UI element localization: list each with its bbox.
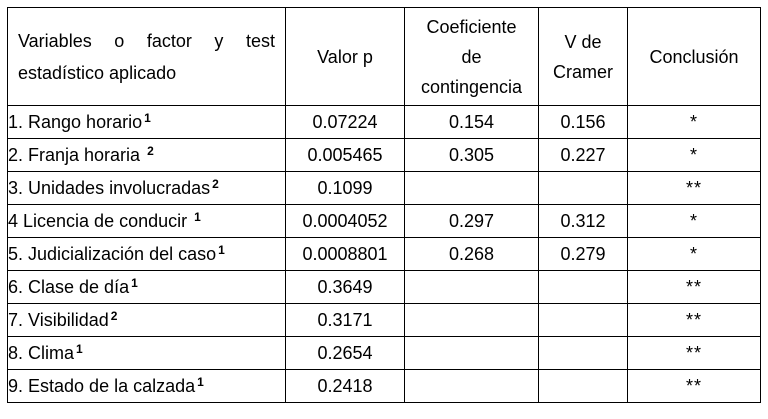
cell-contingency [404,171,539,205]
cell-contingency: 0.268 [404,237,539,271]
variable-label: 8. Clima [8,342,75,363]
header-variable: Variables o factor y test estadístico ap… [7,7,286,106]
cell-cramer: 0.156 [538,105,628,139]
footnote-marker: 2 [110,308,118,323]
cell-variable: 4 Licencia de conducir 1 [7,204,286,238]
cell-conclusion: ** [627,336,761,370]
header-row: Variables o factor y test estadístico ap… [7,7,761,106]
cell-contingency [404,270,539,304]
table-row: 8. Clima 1 0.2654 ** [7,336,761,370]
cell-cramer: 0.279 [538,237,628,271]
variable-label: 3. Unidades involucradas [8,177,211,198]
header-variable-line1: Variables o factor y test [18,30,275,51]
header-conclusion-label: Conclusión [649,46,739,67]
header-contingency-line3: contingencia [420,76,523,97]
cell-conclusion: ** [627,171,761,205]
header-p-value: Valor p [285,7,405,106]
cell-conclusion: ** [627,303,761,337]
cell-p-value: 0.2418 [285,369,405,403]
cell-contingency: 0.154 [404,105,539,139]
variable-label: 2. Franja horaria [8,144,146,165]
cell-cramer: 0.312 [538,204,628,238]
cell-contingency [404,369,539,403]
header-cramer-line2: Cramer [552,61,613,82]
cell-cramer [538,270,628,304]
variable-label: 9. Estado de la calzada [8,375,196,396]
variable-label: 1. Rango horario [8,111,143,132]
table-row: 4 Licencia de conducir 1 0.0004052 0.297 0.… [7,204,761,238]
statistics-table: Variables o factor y test estadístico ap… [7,7,761,403]
footnote-marker: 2 [147,143,154,158]
cell-conclusion: ** [627,270,761,304]
cell-variable: 9. Estado de la calzada 1 [7,369,286,403]
table-row: 7. Visibilidad 2 0.3171 ** [7,303,761,337]
cell-variable: 6. Clase de día 1 [7,270,286,304]
cell-contingency [404,336,539,370]
header-variable-line2: estadístico aplicado [18,62,177,83]
footnote-marker: 1 [197,374,204,389]
cell-p-value: 0.2654 [285,336,405,370]
cell-variable: 5. Judicialización del caso 1 [7,237,286,271]
cell-p-value: 0.0008801 [285,237,405,271]
cell-variable: 3. Unidades involucradas 2 [7,171,286,205]
cell-p-value: 0.07224 [285,105,405,139]
header-conclusion: Conclusión [627,7,761,106]
variable-label: 5. Judicialización del caso [8,243,217,264]
header-cramer: V de Cramer [538,7,628,106]
table-row: 3. Unidades involucradas 2 0.1099 ** [7,171,761,205]
cell-cramer [538,336,628,370]
cell-variable: 2. Franja horaria 2 [7,138,286,172]
footnote-marker: 1 [131,275,138,290]
cell-conclusion: * [627,138,761,172]
cell-cramer [538,171,628,205]
cell-conclusion: ** [627,369,761,403]
table-row: 1. Rango horario 1 0.07224 0.154 0.156 * [7,105,761,139]
cell-p-value: 0.005465 [285,138,405,172]
header-p-value-label: Valor p [317,46,373,67]
table-row: 2. Franja horaria 2 0.005465 0.305 0.227 * [7,138,761,172]
table-row: 6. Clase de día 1 0.3649 ** [7,270,761,304]
variable-label: 4 Licencia de conducir [8,210,193,231]
cell-variable: 8. Clima 1 [7,336,286,370]
variable-label: 7. Visibilidad [8,309,109,330]
table-row: 9. Estado de la calzada 1 0.2418 ** [7,369,761,403]
table-row: 5. Judicialización del caso 1 0.0008801 0.2… [7,237,761,271]
cell-conclusion: * [627,204,761,238]
footnote-marker: 1 [144,110,151,125]
cell-contingency [404,303,539,337]
cell-contingency: 0.297 [404,204,539,238]
variable-label: 6. Clase de día [8,276,130,297]
header-cramer-line1: V de [564,31,602,52]
cell-cramer [538,303,628,337]
cell-conclusion: * [627,105,761,139]
cell-p-value: 0.3171 [285,303,405,337]
cell-p-value: 0.3649 [285,270,405,304]
cell-variable: 7. Visibilidad 2 [7,303,286,337]
footnote-marker: 2 [212,176,219,191]
header-contingency-line2: de [461,46,482,67]
cell-conclusion: * [627,237,761,271]
footnote-marker: 1 [218,242,225,257]
cell-p-value: 0.1099 [285,171,405,205]
header-contingency: Coeficiente de contingencia [404,7,539,106]
footnote-marker: 1 [194,209,201,224]
cell-cramer: 0.227 [538,138,628,172]
header-contingency-line1: Coeficiente [426,16,517,37]
cell-cramer [538,369,628,403]
cell-contingency: 0.305 [404,138,539,172]
footnote-marker: 1 [76,341,83,356]
cell-variable: 1. Rango horario 1 [7,105,286,139]
table-body: 1. Rango horario 1 0.07224 0.154 0.156 * 2. Fr… [7,105,761,403]
cell-p-value: 0.0004052 [285,204,405,238]
